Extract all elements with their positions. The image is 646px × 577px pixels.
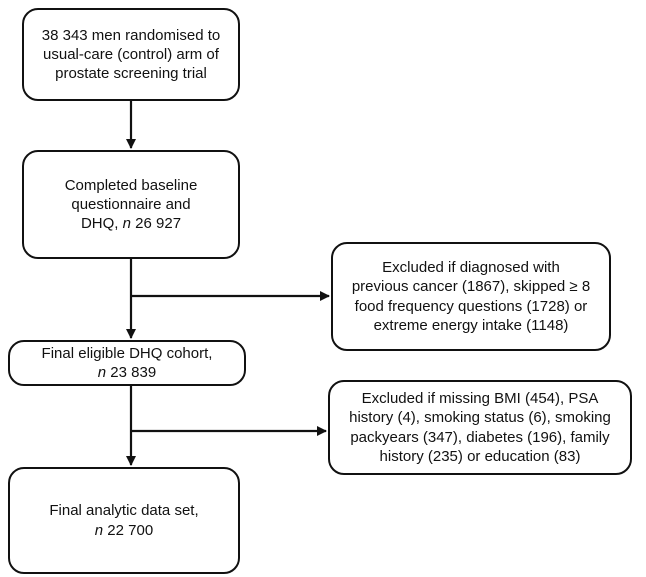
box-second-exclusion-line-4: history (235) or education (83) <box>379 447 581 465</box>
box-randomised-men-line-2: usual-care (control) arm of <box>43 45 219 63</box>
box-completed-questionnaire-prefix: DHQ, <box>80 215 123 233</box>
box-randomised-men-line-1: 38 343 men randomised to <box>41 26 221 44</box>
box-second-exclusion: Excluded if missing BMI (454), PSA histo… <box>328 380 632 475</box>
box-randomised-men: 38 343 men randomised to usual-care (con… <box>22 8 240 101</box>
box-final-analytic-n-symbol: n <box>94 521 104 539</box>
box-eligible-cohort-count: 23 839 <box>106 364 157 381</box>
box-randomised-men-line-3: prostate screening trial <box>55 65 207 83</box>
box-final-analytic: Final analytic data set, n 22 700 <box>8 467 240 574</box>
box-completed-questionnaire-n-symbol: n <box>122 215 131 233</box>
box-eligible-cohort-line-2: n 23 839 <box>42 363 213 382</box>
box-first-exclusion-line-4: extreme energy intake (1148) <box>373 316 569 334</box>
box-first-exclusion-line-2: previous cancer (1867), skipped ≥ 8 <box>351 278 591 296</box>
box-first-exclusion-line-3: food frequency questions (1728) or <box>354 297 588 315</box>
box-completed-questionnaire-line-2: questionnaire and <box>71 195 191 213</box>
box-completed-questionnaire: Completed baseline questionnaire and DHQ… <box>22 150 240 259</box>
box-eligible-cohort-line-1: Final eligible DHQ cohort, <box>41 344 213 362</box>
box-completed-questionnaire-line-1: Completed baseline <box>64 176 198 194</box>
box-second-exclusion-line-2: history (4), smoking status (6), smoking <box>349 409 611 427</box>
box-final-analytic-count: 22 700 <box>103 521 154 539</box>
box-second-exclusion-line-1: Excluded if missing BMI (454), PSA <box>361 390 599 408</box>
box-eligible-cohort-n-symbol: n <box>97 364 107 381</box>
box-completed-questionnaire-count: 26 927 <box>130 215 182 233</box>
box-final-analytic-line-1: Final analytic data set, <box>49 502 199 520</box>
box-completed-questionnaire-line-3: DHQ, n 26 927 <box>65 214 198 233</box>
box-final-analytic-line-2: n 22 700 <box>49 521 198 540</box>
box-second-exclusion-line-3: packyears (347), diabetes (196), family <box>350 428 610 446</box>
box-first-exclusion: Excluded if diagnosed with previous canc… <box>331 242 611 351</box>
box-first-exclusion-line-1: Excluded if diagnosed with <box>382 259 560 277</box>
box-eligible-cohort: Final eligible DHQ cohort, n 23 839 <box>8 340 246 386</box>
